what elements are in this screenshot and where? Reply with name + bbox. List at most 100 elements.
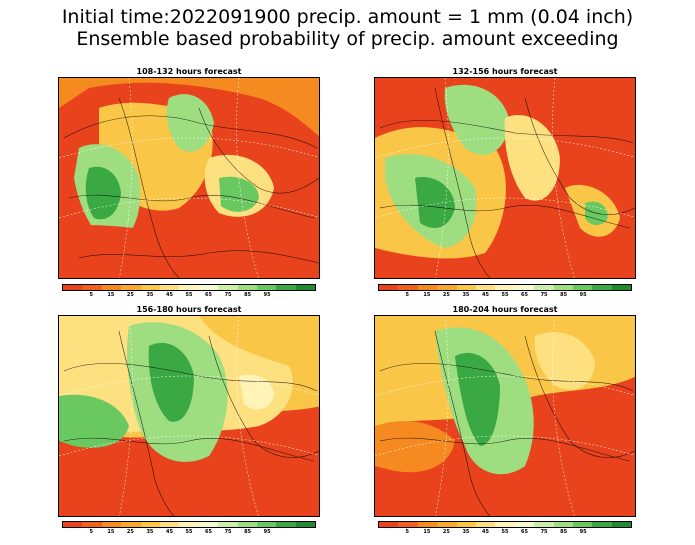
colorbar-swatch (611, 285, 632, 290)
colorbar-swatch (398, 522, 418, 527)
colorbar-tick-label: 5 (89, 292, 94, 298)
panel-title-132-156: 132-156 hours forecast (452, 67, 558, 76)
colorbar-swatch (218, 285, 238, 290)
colorbar-swatch (276, 522, 296, 527)
colorbar-tick-label: 95 (263, 529, 271, 535)
colorbar-swatch (437, 522, 457, 527)
colorbar-tick-label: 95 (263, 292, 271, 298)
colorbar-180-204 (378, 521, 632, 528)
colorbar-swatch (179, 522, 199, 527)
colorbar-tick-label: 85 (244, 529, 252, 535)
colorbar-tick-label: 15 (107, 292, 115, 298)
colorbar-swatch (514, 285, 535, 290)
colorbar-tick-label: 25 (126, 529, 134, 535)
colorbar-swatch (572, 522, 593, 527)
colorbar-swatch (256, 285, 277, 290)
forecast-map-132-156 (374, 77, 636, 279)
colorbar-swatch (437, 285, 457, 290)
colorbar-swatch (553, 285, 573, 290)
panel-title-180-204: 180-204 hours forecast (452, 305, 558, 314)
colorbar-swatch (63, 522, 83, 527)
colorbar-swatch (456, 285, 476, 290)
colorbar-156-180 (62, 521, 316, 528)
colorbar-swatch (159, 522, 180, 527)
colorbar-tick-label: 35 (462, 529, 470, 535)
colorbar-swatch (256, 522, 277, 527)
colorbar-swatch (572, 285, 593, 290)
colorbar-tick-label: 5 (405, 529, 410, 535)
colorbar-tick-label: 75 (540, 529, 548, 535)
colorbar-swatch (198, 285, 219, 290)
colorbar-swatch (495, 522, 515, 527)
colorbar-tick-label: 35 (146, 529, 154, 535)
colorbar-tick-label: 45 (481, 529, 489, 535)
colorbar-tick-label: 85 (244, 292, 252, 298)
colorbar-tick-label: 5 (89, 529, 94, 535)
colorbar-swatch (514, 522, 535, 527)
colorbar-tick-label: 25 (442, 529, 450, 535)
colorbar-swatch (553, 522, 573, 527)
colorbar-swatch (218, 522, 238, 527)
colorbar-132-156 (378, 284, 632, 291)
colorbar-swatch (237, 522, 257, 527)
colorbar-tick-label: 55 (185, 529, 193, 535)
colorbar-swatch (179, 285, 199, 290)
colorbar-swatch (276, 285, 296, 290)
colorbar-swatch (121, 285, 141, 290)
colorbar-swatch (379, 285, 399, 290)
colorbar-swatch (101, 285, 122, 290)
forecast-map-108-132 (58, 77, 320, 279)
colorbar-swatch (398, 285, 418, 290)
colorbar-tick-label: 25 (442, 292, 450, 298)
colorbar-tick-label: 45 (481, 292, 489, 298)
colorbar-tick-label: 35 (462, 292, 470, 298)
colorbar-labels-108-132: 5 15 25 35 45 55 65 75 85 95 (62, 291, 316, 299)
colorbar-tick-label: 65 (205, 292, 213, 298)
colorbar-tick-label: 65 (205, 529, 213, 535)
colorbar-tick-label: 5 (405, 292, 410, 298)
colorbar-swatch (456, 522, 476, 527)
colorbar-tick-label: 15 (423, 529, 431, 535)
main-title-line-2: Ensemble based probability of precip. am… (76, 28, 619, 50)
colorbar-tick-label: 75 (224, 292, 232, 298)
colorbar-swatch (534, 522, 554, 527)
colorbar-labels-156-180: 5 15 25 35 45 55 65 75 85 95 (62, 528, 316, 536)
colorbar-tick-label: 45 (165, 292, 173, 298)
colorbar-swatch (237, 285, 257, 290)
panel-title-108-132: 108-132 hours forecast (136, 67, 242, 76)
colorbar-108-132 (62, 284, 316, 291)
colorbar-swatch (534, 285, 554, 290)
colorbar-tick-label: 15 (423, 292, 431, 298)
colorbar-swatch (82, 522, 102, 527)
colorbar-swatch (475, 522, 496, 527)
forecast-map-180-204 (374, 315, 636, 517)
colorbar-tick-label: 95 (579, 292, 587, 298)
colorbar-swatch (82, 285, 102, 290)
colorbar-swatch (140, 522, 160, 527)
colorbar-tick-label: 25 (126, 292, 134, 298)
colorbar-tick-label: 45 (165, 529, 173, 535)
colorbar-tick-label: 75 (540, 292, 548, 298)
colorbar-tick-label: 65 (521, 529, 529, 535)
colorbar-labels-132-156: 5 15 25 35 45 55 65 75 85 95 (378, 291, 632, 299)
colorbar-tick-label: 35 (146, 292, 154, 298)
colorbar-swatch (417, 285, 438, 290)
colorbar-swatch (592, 522, 612, 527)
colorbar-swatch (198, 522, 219, 527)
colorbar-swatch (475, 285, 496, 290)
colorbar-swatch (63, 285, 83, 290)
colorbar-tick-label: 65 (521, 292, 529, 298)
colorbar-swatch (379, 522, 399, 527)
colorbar-tick-label: 55 (185, 292, 193, 298)
colorbar-swatch (140, 285, 160, 290)
colorbar-swatch (295, 522, 316, 527)
colorbar-tick-label: 95 (579, 529, 587, 535)
colorbar-swatch (417, 522, 438, 527)
colorbar-swatch (611, 522, 632, 527)
colorbar-tick-label: 85 (560, 529, 568, 535)
colorbar-labels-180-204: 5 15 25 35 45 55 65 75 85 95 (378, 528, 632, 536)
main-title-line-1: Initial time:2022091900 precip. amount =… (61, 6, 634, 28)
forecast-map-156-180 (58, 315, 320, 517)
colorbar-swatch (592, 285, 612, 290)
colorbar-swatch (121, 522, 141, 527)
